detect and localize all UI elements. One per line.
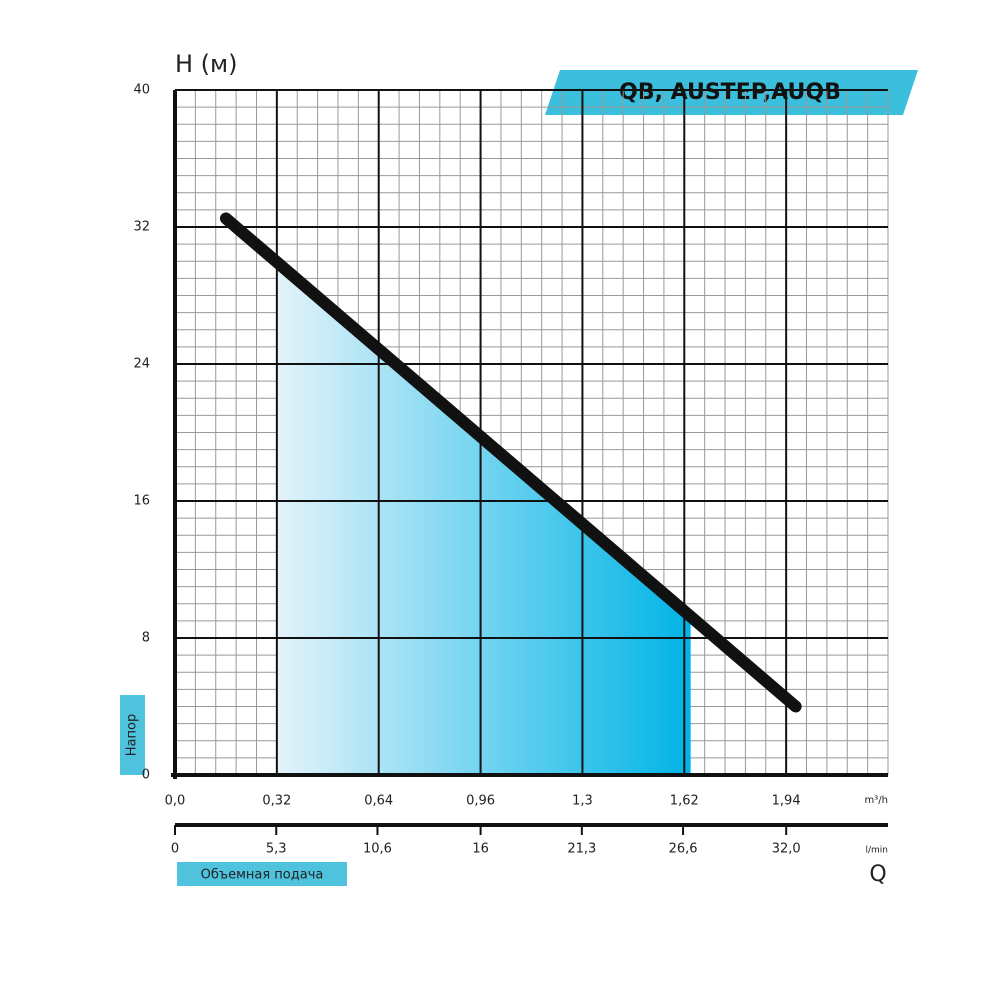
- y-tick-label: 16: [133, 494, 150, 509]
- x-unit: m³/h: [865, 795, 888, 806]
- x2-tick-label: 5,3: [266, 842, 287, 857]
- title-banner: [545, 70, 918, 115]
- x-caption: Объемная подача: [201, 868, 324, 883]
- y-caption: Напор: [125, 714, 140, 756]
- x2-tick-label: 10,6: [363, 842, 392, 857]
- y-tick-label: 8: [142, 631, 150, 646]
- x-tick-label: 0,96: [466, 794, 495, 809]
- x-axis-label: Q: [869, 862, 886, 887]
- x-tick-label: 0,64: [364, 794, 393, 809]
- x-tick-label: 1,3: [572, 794, 593, 809]
- x-caption-box: [177, 862, 347, 886]
- x2-tick-label: 32,0: [772, 842, 801, 857]
- x-tick-label: 0,32: [262, 794, 291, 809]
- operating-area: [276, 262, 691, 775]
- x2-tick-label: 26,6: [669, 842, 698, 857]
- y-tick-label: 24: [133, 357, 150, 372]
- y-tick-label: 32: [133, 220, 150, 235]
- x2-tick-label: 16: [472, 842, 489, 857]
- x-tick-label: 1,94: [772, 794, 801, 809]
- x2-unit: l/min: [865, 846, 888, 856]
- curve: [219, 212, 802, 713]
- x2-tick-label: 21,3: [567, 842, 596, 857]
- x-tick-label: 1,62: [670, 794, 699, 809]
- y-axis-label: H (м): [175, 50, 238, 78]
- x-tick-label: 0,0: [165, 794, 186, 809]
- y-tick-label: 40: [133, 83, 150, 98]
- y-tick-label: 0: [142, 768, 150, 783]
- y-caption-box: [120, 695, 145, 775]
- chart-title: QB, AUSTEP,AUQB: [619, 80, 841, 105]
- x2-tick-label: 0: [171, 842, 179, 857]
